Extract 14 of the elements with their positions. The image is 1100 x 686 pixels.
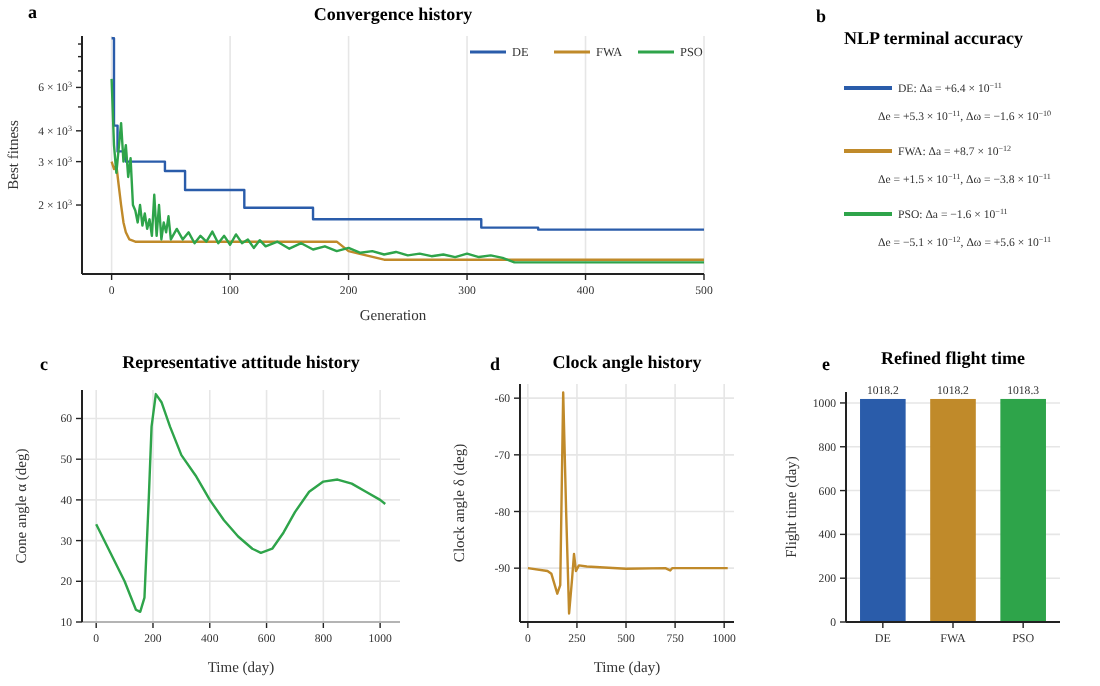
chart-title: Clock angle history [552, 352, 703, 372]
text: NLP terminal accuracy [844, 28, 1024, 48]
line-series [110, 77, 706, 264]
line-series [95, 392, 387, 614]
line-series [110, 160, 706, 261]
text: a [28, 2, 38, 22]
chart-title: Representative attitude history [122, 352, 361, 372]
text: e [822, 354, 830, 374]
text: d [490, 354, 501, 374]
text: c [40, 354, 48, 374]
text: b [816, 6, 827, 26]
line-series [526, 391, 729, 615]
chart-title: Refined flight time [881, 348, 1025, 368]
chart-title: Convergence history [313, 4, 474, 24]
